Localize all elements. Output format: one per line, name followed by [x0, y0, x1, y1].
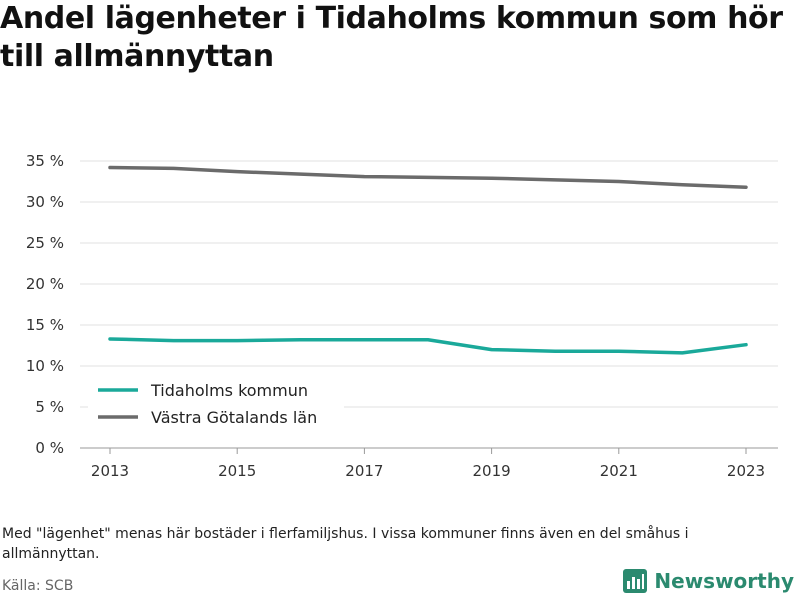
series-line-tidaholm	[108, 337, 748, 355]
footnote: Med "lägenhet" menas här bostäder i fler…	[2, 526, 689, 562]
newsworthy-icon	[623, 569, 648, 593]
x-tick-label: 2015	[218, 462, 256, 480]
y-tick-label: 25 %	[26, 234, 64, 252]
y-tick-label: 20 %	[26, 275, 64, 293]
x-tick-label: 2019	[473, 462, 511, 480]
x-tick-label: 2017	[345, 462, 383, 480]
x-tick-label: 2021	[600, 462, 638, 480]
x-tick-label: 2023	[727, 462, 765, 480]
legend-label: Västra Götalands län	[151, 408, 317, 427]
y-tick-label: 10 %	[26, 357, 64, 375]
x-tick-label: 2013	[91, 462, 129, 480]
legend-label: Tidaholms kommun	[150, 381, 308, 400]
legend: Tidaholms kommun Västra Götalands län	[88, 376, 344, 432]
brand-name: Newsworthy	[654, 569, 794, 593]
y-tick-label: 15 %	[26, 316, 64, 334]
y-tick-label: 5 %	[35, 398, 64, 416]
series-lines	[108, 165, 748, 355]
y-axis-ticks: 0 % 5 % 10 % 15 % 20 % 25 % 30 % 35 %	[26, 152, 64, 457]
x-axis-ticks: 2013 2015 2017 2019 2021 2023	[91, 448, 765, 480]
chart-title: Andel lägenheter i Tidaholms kommun som …	[0, 1, 783, 74]
y-tick-label: 35 %	[26, 152, 64, 170]
source-label: Källa: SCB	[2, 578, 74, 594]
y-tick-label: 30 %	[26, 193, 64, 211]
line-chart: 0 %5 %10 %15 %20 %25 %30 %35 % 2013 2015 2…	[26, 152, 778, 480]
series-line-vastra-gotaland	[108, 165, 748, 189]
brand-logo: Newsworthy	[622, 568, 794, 594]
legend-background	[88, 376, 344, 432]
y-tick-label: 0 %	[35, 439, 64, 457]
